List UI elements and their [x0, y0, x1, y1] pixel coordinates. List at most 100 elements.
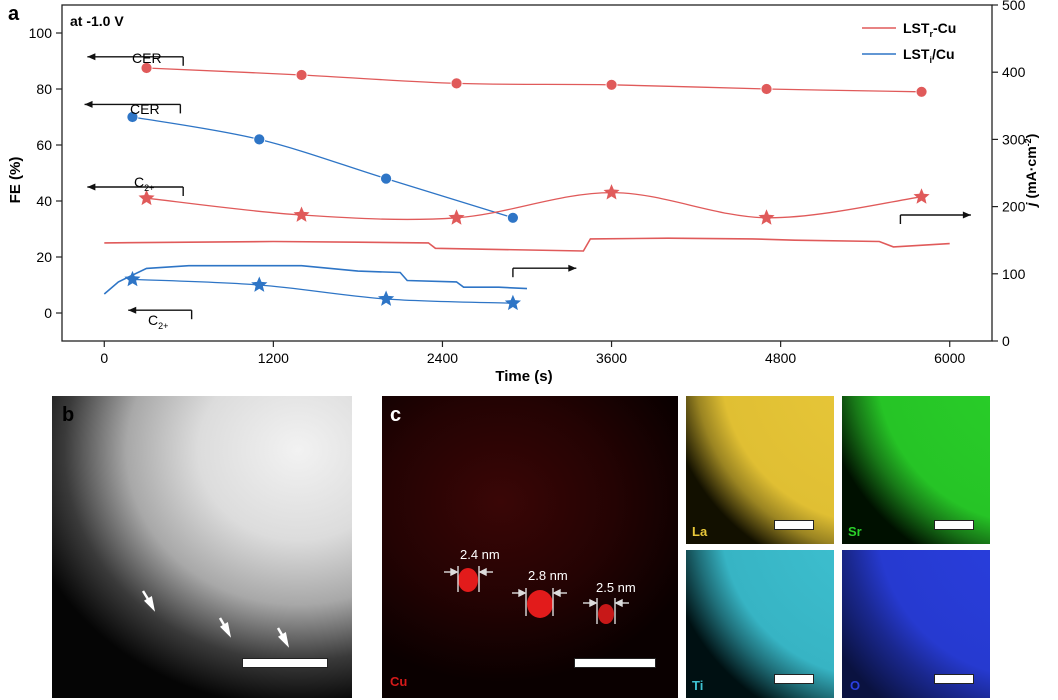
x-tick-label: 6000 — [934, 350, 965, 366]
data-point — [760, 83, 773, 95]
y2-tick-label: 400 — [1002, 64, 1026, 80]
cu-particles: 2.4 nm 2.8 nm 2.5 nm — [444, 547, 636, 624]
data-point — [126, 111, 139, 123]
scale-bar — [242, 658, 328, 668]
white-arrow-icon — [276, 627, 290, 648]
x-axis-label: Time (s) — [495, 368, 552, 385]
cer-label-blue: CER — [130, 101, 160, 117]
o-map-label: O — [850, 678, 861, 693]
data-point — [140, 62, 153, 74]
cu-map-label: Cu — [390, 674, 408, 689]
data-point-star — [293, 206, 310, 222]
y-tick-label: 0 — [44, 305, 52, 321]
eds-cu-map: c 2.4 nm 2.8 nm 2.5 nm Cu — [382, 396, 678, 698]
legend-label-1: LSTi/Cu — [903, 46, 955, 65]
series-line-2 — [146, 191, 922, 221]
axis-arrow-left — [87, 183, 184, 196]
y2-axis-label: j (mA·cm-2) — [1023, 134, 1039, 209]
y2-label-prefix: j — [1023, 201, 1039, 208]
white-arrow-icon — [141, 590, 156, 612]
data-point-star — [913, 188, 930, 204]
x-tick-label: 4800 — [765, 350, 796, 366]
data-point-star — [603, 184, 620, 200]
cer-label-red: CER — [132, 50, 162, 66]
y2-label-close: ) — [1023, 134, 1039, 139]
white-arrow-icon — [218, 617, 232, 638]
arrow-head-icon — [84, 100, 93, 108]
data-point — [450, 77, 463, 90]
y2-label-sup: -2 — [1023, 138, 1033, 146]
plot-frame — [61, 4, 993, 342]
data-point — [380, 172, 392, 185]
data-point — [295, 69, 308, 81]
series-line-0 — [146, 67, 922, 93]
data-point — [915, 85, 928, 98]
y-tick-label: 100 — [29, 25, 53, 41]
tem-image-panel-b: b — [52, 396, 352, 698]
axis-arrow-right — [512, 264, 577, 278]
legend-label-0: LSTr-Cu — [903, 20, 956, 39]
data-point — [253, 133, 266, 146]
y2-tick-label: 500 — [1002, 0, 1026, 13]
eds-o-map: O — [842, 550, 990, 698]
x-tick-label: 1200 — [258, 350, 289, 366]
size-label-2: 2.8 nm — [528, 568, 568, 583]
scale-bar — [934, 520, 974, 530]
arrow-head-icon — [568, 264, 577, 272]
c2-label-red: C2+ — [134, 174, 154, 193]
series-line-5 — [103, 264, 528, 295]
y-tick-label: 40 — [36, 193, 52, 209]
eds-sr-map: Sr — [842, 396, 990, 544]
axis-arrow-left — [128, 306, 193, 320]
y2-tick-label: 300 — [1002, 131, 1026, 147]
size-label-3: 2.5 nm — [596, 580, 636, 595]
arrow-head-icon — [87, 183, 96, 191]
data-point-star — [504, 294, 521, 311]
panel-b-letter: b — [62, 404, 75, 426]
data-point — [605, 78, 618, 91]
condition-label: at -1.0 V — [70, 13, 124, 29]
arrow-head-icon — [962, 211, 971, 219]
y2-tick-label: 100 — [1002, 266, 1026, 282]
x-tick-label: 2400 — [427, 350, 458, 366]
scale-bar — [574, 658, 656, 668]
cu-particle — [598, 604, 614, 624]
eds-ti-map: Ti — [686, 550, 834, 698]
scale-bar — [774, 520, 814, 530]
tem-arrows — [141, 590, 290, 648]
x-tick-label: 0 — [100, 350, 108, 366]
y2-label-units: (mA·cm — [1023, 146, 1039, 198]
panel-a-letter: a — [8, 3, 20, 25]
arrow-head-icon — [87, 53, 96, 61]
axis-arrow-left — [84, 100, 182, 114]
y2-tick-label: 0 — [1002, 333, 1010, 349]
data-point-star — [448, 209, 465, 225]
legend: LSTr-Cu LSTi/Cu — [862, 20, 956, 65]
axis-arrow-right — [899, 211, 971, 224]
data-point-star — [378, 290, 395, 306]
y2-tick-label: 200 — [1002, 199, 1026, 215]
data-point — [507, 211, 519, 224]
panel-c-letter: c — [390, 404, 402, 426]
y-axis-label: FE (%) — [7, 157, 24, 204]
data-point-star — [138, 189, 155, 206]
c2-label-blue: C2+ — [148, 312, 168, 331]
series-line-1 — [132, 116, 514, 219]
y-tick-label: 80 — [36, 81, 52, 97]
y-tick-label: 20 — [36, 249, 52, 265]
arrow-head-icon — [128, 306, 137, 314]
series-line-3 — [132, 278, 513, 304]
series-line-4 — [104, 237, 950, 252]
scale-bar — [934, 674, 974, 684]
x-tick-label: 3600 — [596, 350, 627, 366]
cu-particle — [458, 568, 478, 592]
y-tick-label: 60 — [36, 137, 52, 153]
sr-map-label: Sr — [848, 524, 862, 539]
scale-bar — [774, 674, 814, 684]
data-point-star — [758, 209, 775, 225]
axis-arrow-left — [87, 53, 184, 66]
size-marker — [444, 566, 629, 624]
data-point-star — [251, 276, 268, 292]
data-point-star — [124, 270, 141, 287]
